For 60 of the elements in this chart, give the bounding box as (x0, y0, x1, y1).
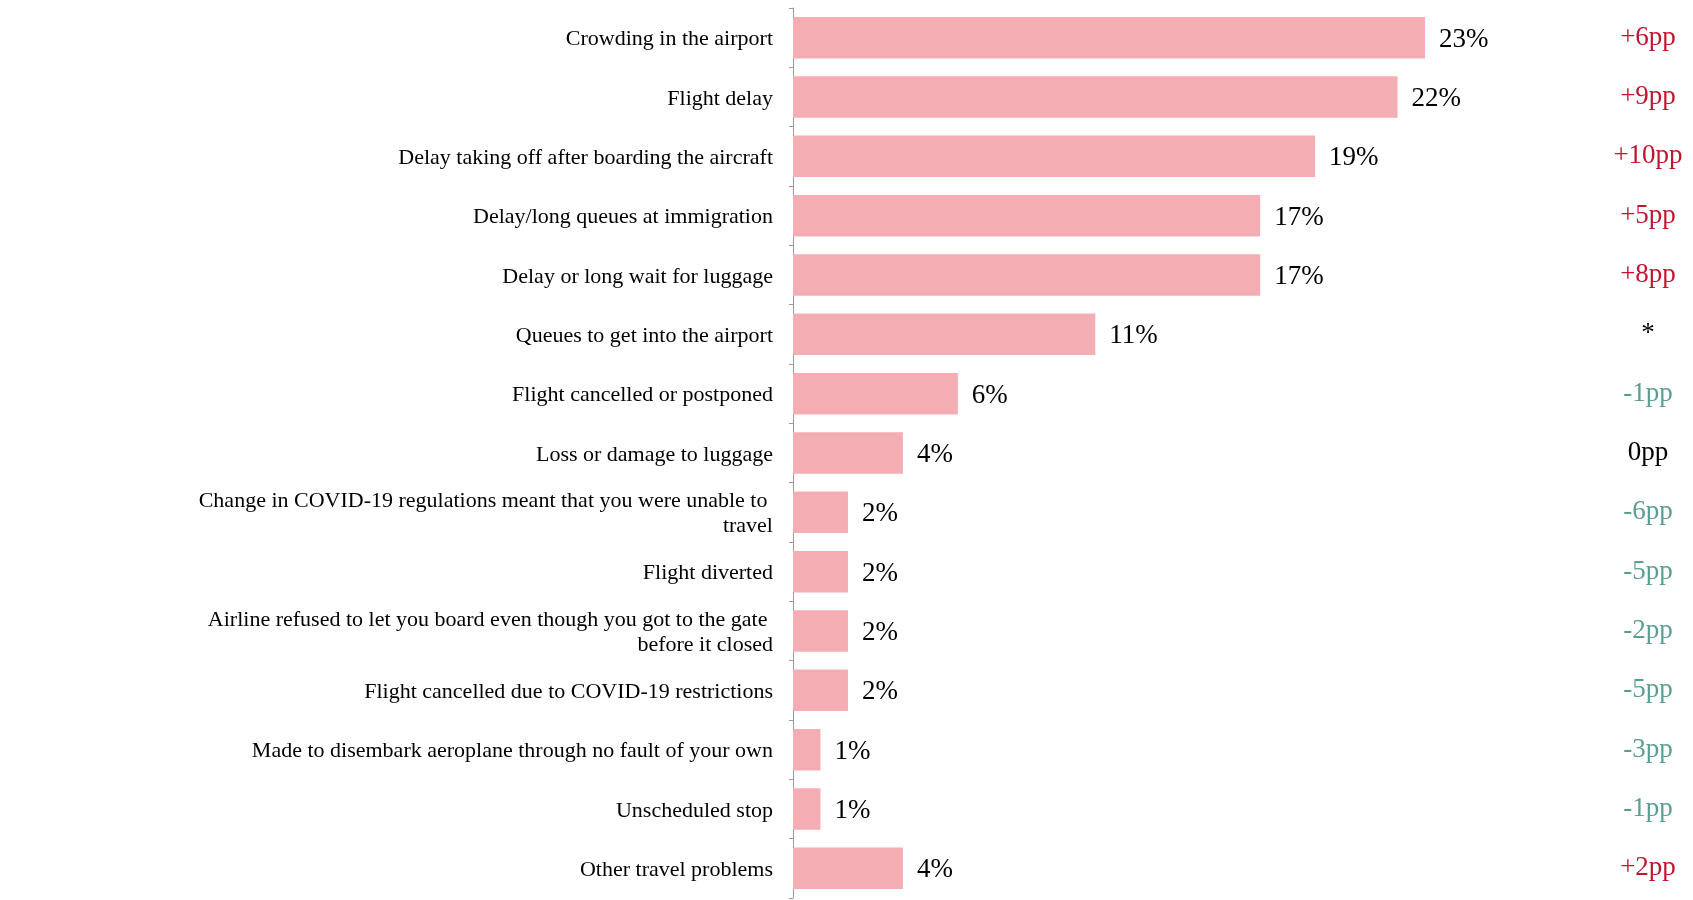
data-label: 19% (1329, 141, 1379, 172)
y-tick-label: Flight cancelled or postponed (512, 381, 773, 407)
y-tick-label: Loss or damage to luggage (535, 440, 773, 466)
data-label: 4% (916, 853, 953, 884)
bar (793, 432, 903, 474)
data-label: 6% (971, 378, 1008, 409)
text: +6pp (1620, 20, 1676, 51)
y-tick-label: Delay taking off after boarding the aircraft (398, 143, 773, 169)
bar (793, 16, 1425, 59)
text: -5pp (1623, 554, 1673, 585)
text: 0pp (1627, 436, 1669, 466)
y-tick-label: Made to disembark aeroplane through no fault of your own (251, 737, 773, 763)
data-label: 11% (1109, 319, 1158, 350)
y-tick-label: Flight diverted (642, 559, 773, 585)
data-label: 17% (1274, 200, 1324, 231)
text: -5pp (1623, 673, 1673, 704)
text: -6pp (1623, 495, 1673, 526)
text: +2pp (1620, 851, 1676, 882)
text: -1pp (1623, 792, 1673, 822)
bar (793, 847, 903, 890)
bar (793, 610, 848, 652)
data-label: 2% (861, 497, 898, 528)
data-label: 1% (834, 734, 871, 765)
data-label: 1% (834, 794, 871, 824)
y-tick-label: Unscheduled stop (615, 796, 773, 822)
text: +5pp (1620, 198, 1676, 229)
text: -1pp (1623, 376, 1673, 407)
bar (793, 669, 848, 712)
y-tick-label: Airline refused to let you board even though you got to the gate before it closed (207, 606, 773, 656)
y-tick-label: Delay or long wait for luggage (502, 262, 773, 288)
y-tick-label: Other travel problems (579, 855, 773, 881)
text: +10pp (1613, 139, 1683, 170)
text: +8pp (1620, 258, 1676, 288)
text: -3pp (1623, 732, 1673, 763)
y-tick-label: Crowding in the airport (565, 25, 773, 51)
data-label: 4% (916, 438, 953, 468)
bar (793, 135, 1316, 178)
text: * (1641, 317, 1655, 348)
bar (793, 788, 821, 830)
data-label: 2% (861, 556, 898, 587)
bar (793, 76, 1398, 118)
data-label: 2% (861, 616, 898, 646)
bar (793, 728, 821, 771)
y-tick-label: Flight delay (667, 84, 773, 110)
bar (793, 194, 1261, 237)
data-label: 23% (1439, 22, 1489, 53)
bar (793, 550, 848, 593)
bar (793, 491, 848, 534)
text: +9pp (1620, 80, 1676, 110)
y-tick-label: Change in COVID-19 regulations meant that you were unable to travel (198, 487, 773, 538)
data-label: 2% (861, 675, 898, 706)
bar (793, 313, 1096, 356)
y-tick-label: Queues to get into the airport (515, 321, 773, 347)
y-tick-label: Flight cancelled due to COVID-19 restrictions (364, 677, 773, 703)
bar (793, 254, 1261, 296)
data-label: 22% (1411, 82, 1462, 112)
text: -2pp (1623, 614, 1673, 644)
bar (793, 372, 958, 415)
y-tick-label: Delay/long queues at immigration (473, 203, 773, 229)
data-label: 17% (1274, 260, 1324, 290)
